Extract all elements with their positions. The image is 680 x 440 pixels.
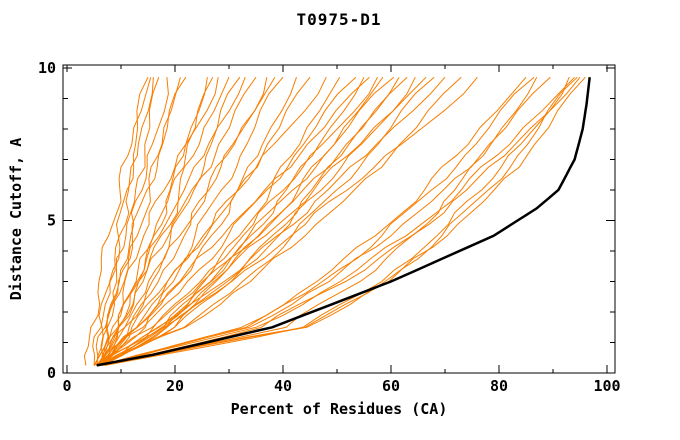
model-curve-model-16: [101, 76, 276, 366]
model-curve-model-43: [104, 76, 581, 366]
model-curve-model-41: [99, 76, 575, 366]
model-curve-model-05: [93, 77, 169, 366]
plot-frame: [62, 64, 616, 374]
x-tick-label: 100: [593, 377, 620, 395]
chart-title: T0975-D1: [296, 10, 382, 29]
model-curve-model-34: [96, 76, 462, 366]
model-curve-model-30: [96, 76, 416, 366]
model-curve-model-25: [104, 76, 378, 366]
x-tick-label: 40: [274, 377, 292, 395]
x-tick-label: 60: [382, 377, 400, 395]
model-curve-model-27: [99, 76, 395, 366]
model-curve-model-03: [96, 77, 154, 366]
model-curve-model-39: [101, 76, 551, 366]
model-curve-model-14: [96, 76, 257, 366]
model-curve-model-10: [93, 77, 219, 366]
model-curve-model-15: [99, 77, 268, 366]
model-curve-model-04: [98, 77, 160, 366]
x-tick-label: 20: [166, 377, 184, 395]
model-curve-model-06: [101, 77, 181, 366]
x-axis-label: Percent of Residues (CA): [230, 400, 448, 418]
model-curve-model-21: [104, 76, 341, 366]
model-curve-model-20: [101, 76, 327, 366]
x-tick-label: 0: [62, 377, 71, 395]
y-tick-label: 10: [38, 59, 56, 77]
model-curve-model-36: [101, 76, 527, 366]
model-curve-model-02: [92, 76, 149, 366]
model-curve-model-37: [104, 76, 535, 366]
model-curve-model-07: [95, 76, 187, 366]
model-curve-model-09: [104, 76, 214, 366]
model-curve-model-24: [101, 76, 370, 366]
model-curve-model-18: [96, 77, 297, 366]
model-curve-model-33: [104, 76, 446, 366]
best-model-curve: [96, 77, 591, 367]
x-tick-label: 80: [490, 377, 508, 395]
model-curve-model-01: [83, 77, 152, 366]
model-curve-model-29: [104, 76, 408, 366]
y-tick-label: 0: [47, 364, 56, 382]
model-curve-model-44: [99, 76, 586, 366]
model-curve-model-31: [99, 76, 427, 366]
model-curve-model-35: [99, 76, 478, 366]
model-curve-model-40: [104, 77, 570, 366]
y-tick-label: 5: [47, 212, 56, 230]
model-curve-model-22: [96, 76, 357, 366]
